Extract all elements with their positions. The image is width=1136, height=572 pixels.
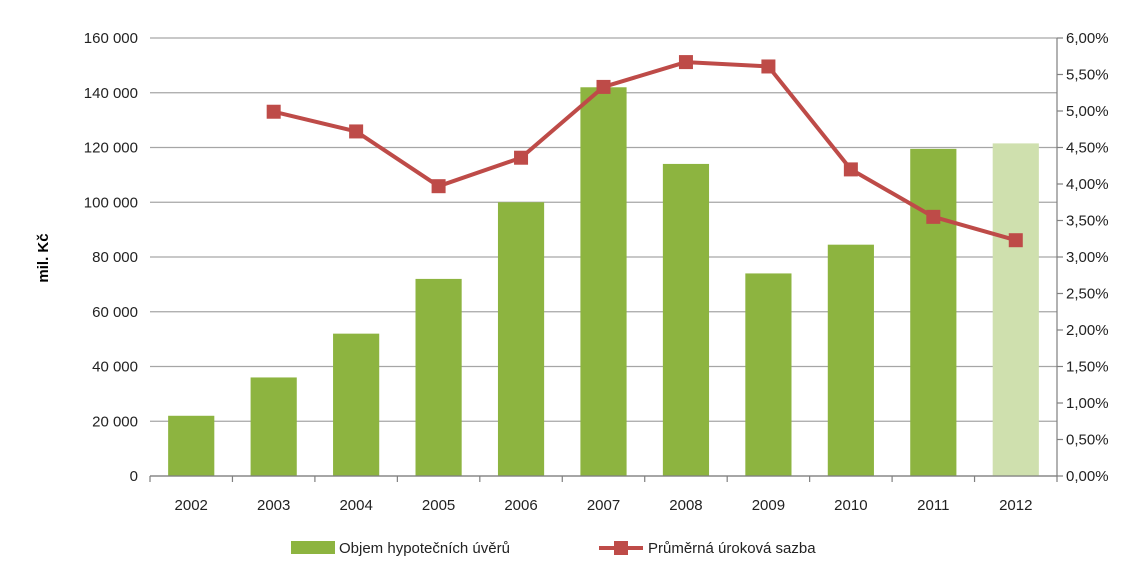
y2-tick-label: 5,00% bbox=[1066, 103, 1109, 120]
bar-2012 bbox=[992, 143, 1039, 477]
rate-point-2009 bbox=[761, 59, 776, 74]
x-tick-label: 2010 bbox=[834, 497, 867, 514]
y2-tick-label: 6,00% bbox=[1066, 30, 1109, 47]
legend-line-label: Průměrná úroková sazba bbox=[648, 540, 816, 557]
line-layer bbox=[266, 55, 1023, 248]
x-tick-label: 2012 bbox=[999, 497, 1032, 514]
y-tick-label: 100 000 bbox=[84, 194, 138, 211]
rate-point-2007 bbox=[596, 79, 611, 94]
y2-tick-label: 3,00% bbox=[1066, 249, 1109, 266]
x-tick-label: 2008 bbox=[669, 497, 702, 514]
x-tick-label: 2005 bbox=[422, 497, 455, 514]
x-tick-label: 2009 bbox=[752, 497, 785, 514]
rate-point-2008 bbox=[678, 55, 693, 70]
y-tick-label: 20 000 bbox=[92, 413, 138, 430]
y-axis-label: mil. Kč bbox=[35, 233, 52, 282]
x-tick-label: 2004 bbox=[339, 497, 372, 514]
bar-2007 bbox=[580, 87, 627, 477]
bar-2006 bbox=[497, 202, 545, 476]
y-tick-label: 160 000 bbox=[84, 30, 138, 47]
legend-line-marker bbox=[614, 541, 628, 555]
y2-tick-label: 2,50% bbox=[1066, 286, 1109, 303]
y2-tick-label: 4,00% bbox=[1066, 176, 1109, 193]
bar-2002 bbox=[168, 415, 215, 476]
bars-layer bbox=[168, 87, 1039, 477]
legend-bar-label: Objem hypotečních úvěrů bbox=[339, 540, 510, 557]
bar-2005 bbox=[415, 278, 462, 476]
y-tick-label: 40 000 bbox=[92, 359, 138, 376]
axes-layer bbox=[149, 37, 1063, 482]
rate-point-2006 bbox=[514, 150, 529, 165]
y-tick-label: 0 bbox=[130, 468, 138, 485]
rate-point-2011 bbox=[926, 209, 941, 224]
rate-point-2012 bbox=[1008, 233, 1023, 248]
y2-tick-label: 2,00% bbox=[1066, 322, 1109, 339]
y2-tick-label: 4,50% bbox=[1066, 140, 1109, 157]
rate-point-2005 bbox=[431, 179, 446, 194]
y-tick-label: 140 000 bbox=[84, 85, 138, 102]
x-tick-label: 2003 bbox=[257, 497, 290, 514]
rate-line bbox=[273, 60, 1017, 243]
y2-tick-label: 5,50% bbox=[1066, 67, 1109, 84]
y2-tick-label: 1,00% bbox=[1066, 395, 1109, 412]
y2-tick-label: 0,00% bbox=[1066, 468, 1109, 485]
rate-point-2004 bbox=[349, 124, 364, 139]
rate-point-2010 bbox=[843, 162, 858, 177]
legend: Objem hypotečních úvěrů Průměrná úroková… bbox=[291, 540, 816, 557]
x-tick-label: 2011 bbox=[917, 497, 949, 514]
bar-2003 bbox=[250, 377, 297, 476]
y2-tick-label: 3,50% bbox=[1066, 213, 1109, 230]
bar-2010 bbox=[827, 244, 874, 476]
y-tick-label: 60 000 bbox=[92, 304, 138, 321]
bar-2004 bbox=[333, 333, 380, 476]
y-tick-label: 80 000 bbox=[92, 249, 138, 266]
bar-2009 bbox=[745, 273, 792, 476]
x-tick-label: 2006 bbox=[504, 497, 537, 514]
rate-point-2003 bbox=[266, 104, 281, 119]
labels-layer: 0 20 000 40 000 60 000 80 000 100 000 120 000 1… bbox=[84, 30, 1109, 514]
bar-2008 bbox=[662, 163, 710, 477]
y2-tick-label: 1,50% bbox=[1066, 359, 1109, 376]
y2-tick-label: 0,50% bbox=[1066, 432, 1109, 449]
x-tick-label: 2007 bbox=[587, 497, 620, 514]
legend-bar-swatch bbox=[291, 541, 335, 554]
bar-2011 bbox=[910, 148, 957, 476]
y-tick-label: 120 000 bbox=[84, 140, 138, 157]
x-tick-label: 2002 bbox=[175, 497, 208, 514]
